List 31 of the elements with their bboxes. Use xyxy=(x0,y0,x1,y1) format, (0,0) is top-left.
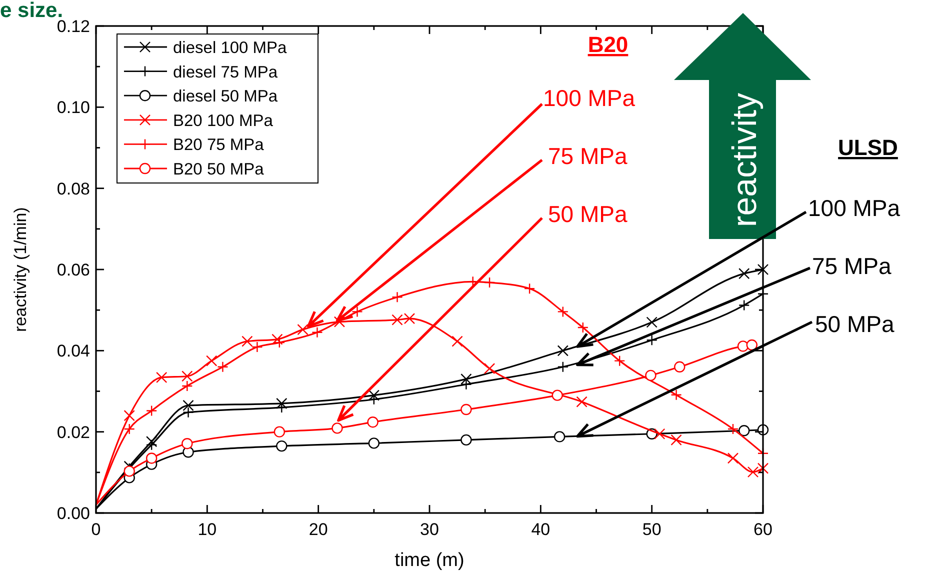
legend-label: diesel 75 MPa xyxy=(173,63,278,82)
legend-label: diesel 100 MPa xyxy=(173,39,288,57)
annotation: 75 MPa xyxy=(812,253,892,279)
annotation: 100 MPa xyxy=(543,85,636,111)
legend-label: B20 75 MPa xyxy=(173,136,265,154)
y-tick-label: 0.04 xyxy=(56,342,90,361)
y-tick-label: 0.10 xyxy=(56,98,90,118)
y-tick-label: 0.08 xyxy=(56,179,90,198)
annotation: B20 xyxy=(588,32,628,57)
y-tick-label: 0.06 xyxy=(56,260,90,280)
annotation: 50 MPa xyxy=(815,311,894,337)
text: ULSD xyxy=(838,135,898,160)
x-tick-label: 20 xyxy=(308,520,328,539)
x-tick-label: 30 xyxy=(420,520,439,539)
y-tick-label: 0.00 xyxy=(56,504,90,523)
annotation: 75 MPa xyxy=(548,143,628,169)
y-tick-label: 0.02 xyxy=(56,422,90,442)
annotation: 50 MPa xyxy=(548,201,628,227)
y-axis-title: reactivity (1/min) xyxy=(11,207,30,332)
y-tick-label: 0.12 xyxy=(56,17,90,36)
legend-label: B20 100 MPa xyxy=(173,112,274,130)
x-tick-label: 0 xyxy=(91,520,101,539)
annotation: reactivity xyxy=(726,92,764,228)
x-tick-label: 50 xyxy=(642,520,662,539)
x-axis-title: time (m) xyxy=(394,550,464,571)
annotation: 100 MPa xyxy=(808,195,900,221)
x-tick-label: 60 xyxy=(754,520,772,539)
legend-label: diesel 50 MPa xyxy=(173,88,278,106)
x-tick-label: 40 xyxy=(531,520,550,539)
legend-label: B20 50 MPa xyxy=(173,160,265,178)
x-tick-label: 10 xyxy=(198,520,217,539)
